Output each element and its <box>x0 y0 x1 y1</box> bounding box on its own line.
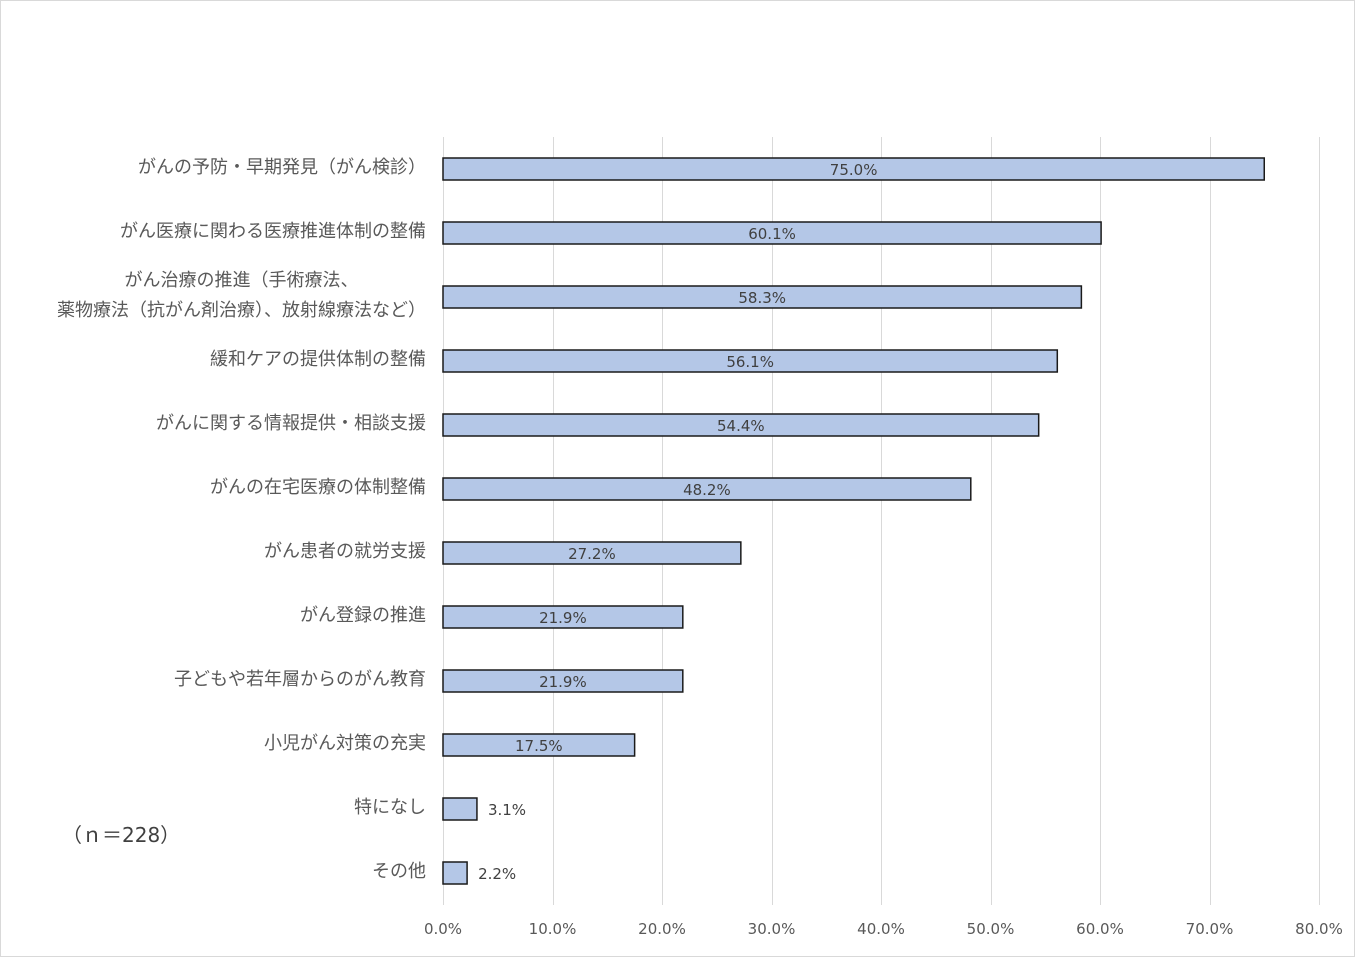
bar <box>442 349 1059 373</box>
category-label: がんに関する情報提供・相談支援 <box>156 413 426 434</box>
category-label: がんの在宅医療の体制整備 <box>210 477 426 498</box>
x-axis-tick-labels: 0.0% 10.0% 20.0% 30.0% 40.0% 50.0% 60.0% 70.0% 8… <box>424 920 1343 938</box>
data-label: 17.5% <box>515 737 563 755</box>
category-label: 子どもや若年層からのがん教育 <box>174 669 426 690</box>
bar <box>442 605 684 629</box>
data-label: 21.9% <box>539 609 587 627</box>
category-label: がん登録の推進 <box>300 605 426 626</box>
data-label: 27.2% <box>568 545 616 563</box>
data-label: 56.1% <box>726 353 774 371</box>
data-label: 21.9% <box>539 673 587 691</box>
x-tick-label: 0.0% <box>424 920 462 938</box>
category-label: がん医療に関わる医療推進体制の整備 <box>120 221 426 242</box>
x-tick-label: 50.0% <box>967 920 1015 938</box>
data-label: 3.1% <box>488 801 526 819</box>
bar <box>442 221 1102 245</box>
data-labels: 75.0% 60.1% 58.3% 56.1% 54.4% 48.2% 27.2% 21.9%… <box>478 161 877 883</box>
x-tick-label: 80.0% <box>1295 920 1343 938</box>
bar <box>442 669 684 693</box>
category-label: 緩和ケアの提供体制の整備 <box>210 349 426 370</box>
data-label: 48.2% <box>683 481 731 499</box>
category-label: 特になし <box>354 797 426 818</box>
gridlines <box>443 137 1320 905</box>
category-label: がん治療の推進（手術療法、 薬物療法（抗がん剤治療）、放射線療法など） <box>57 270 426 321</box>
data-label: 58.3% <box>738 289 786 307</box>
bar <box>442 733 636 757</box>
bar <box>442 157 1265 181</box>
bar <box>442 285 1083 309</box>
bar <box>442 861 468 885</box>
bar <box>442 477 972 501</box>
category-label: がん患者の就労支援 <box>264 541 426 562</box>
category-label: がんの予防・早期発見（がん検診） <box>138 157 426 178</box>
bars <box>442 157 1265 885</box>
x-tick-label: 40.0% <box>857 920 905 938</box>
bar <box>442 541 742 565</box>
x-tick-label: 20.0% <box>638 920 686 938</box>
x-tick-label: 60.0% <box>1076 920 1124 938</box>
bar <box>442 413 1040 437</box>
category-label: その他 <box>372 861 426 882</box>
sample-size-note: （ｎ＝228） <box>62 823 181 847</box>
x-tick-label: 30.0% <box>748 920 796 938</box>
x-tick-label: 70.0% <box>1186 920 1234 938</box>
category-label: 小児がん対策の充実 <box>264 733 426 754</box>
data-label: 2.2% <box>478 865 516 883</box>
data-label: 54.4% <box>717 417 765 435</box>
data-label: 75.0% <box>830 161 878 179</box>
x-tick-label: 10.0% <box>529 920 577 938</box>
bar <box>442 797 478 821</box>
data-label: 60.1% <box>748 225 796 243</box>
